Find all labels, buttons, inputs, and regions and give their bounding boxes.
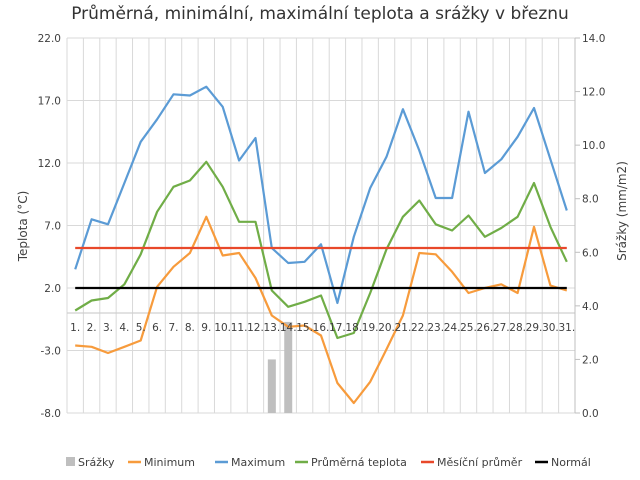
legend: Srážky Minimum Maximum Průměrná teplota Měsí…: [66, 456, 591, 469]
series-line-průměrná-teplota: [74, 160, 568, 340]
left-axis-tick-label: -8.0: [41, 408, 62, 420]
category-label: 13.: [263, 322, 280, 334]
category-label: 30.: [542, 322, 559, 334]
series-lines: [74, 85, 568, 405]
chart-title: Průměrná, minimální, maximální teplota a…: [71, 4, 569, 24]
legend-label: Srážky: [78, 456, 115, 469]
precipitation-bar: [267, 359, 276, 413]
category-label: 1.: [70, 322, 80, 334]
right-axis-tick-label: 10.0: [582, 140, 605, 152]
left-axis-tick-label: 7.0: [44, 221, 61, 233]
category-label: 10.: [214, 322, 231, 334]
legend-item: Průměrná teplota: [295, 456, 407, 469]
category-label: 3.: [103, 322, 113, 334]
category-label: 15.: [296, 322, 313, 334]
left-axis-title: Teplota (°C): [16, 191, 30, 263]
right-axis-ticks: 14.0 12.0 10.0 8.0 6.0 4.0 2.0 0.0: [575, 33, 605, 420]
category-label: 11.: [231, 322, 248, 334]
category-label: 31.: [558, 322, 575, 334]
category-label: 7.: [169, 322, 179, 334]
gridlines: [66, 37, 576, 414]
category-label: 18.: [345, 322, 362, 334]
legend-label: Minimum: [144, 456, 195, 469]
category-label: 8.: [185, 322, 195, 334]
category-label: 5.: [136, 322, 146, 334]
category-label: 2.: [87, 322, 97, 334]
category-label: 4.: [119, 322, 129, 334]
right-axis-tick-label: 4.0: [582, 301, 599, 313]
category-label: 6.: [152, 322, 162, 334]
legend-item: Minimum: [128, 456, 195, 469]
category-label: 19.: [362, 322, 379, 334]
right-axis-title: Srážky (mm/m2): [615, 161, 629, 261]
category-label: 24.: [444, 322, 461, 334]
left-axis-tick-label: 2.0: [44, 283, 61, 295]
legend-label: Normál: [551, 456, 591, 469]
right-axis-tick-label: 14.0: [582, 33, 605, 45]
category-label: 12.: [247, 322, 264, 334]
category-label: 26.: [477, 322, 494, 334]
right-axis-tick-label: 2.0: [582, 354, 599, 366]
category-label: 16.: [313, 322, 330, 334]
category-label: 23.: [427, 322, 444, 334]
category-label: 14.: [280, 322, 297, 334]
right-axis-tick-label: 12.0: [582, 87, 605, 99]
left-axis-tick-label: -3.0: [41, 346, 62, 358]
legend-item: Měsíční průměr: [421, 456, 523, 469]
legend-label: Průměrná teplota: [311, 456, 407, 469]
legend-item: Maximum: [215, 456, 285, 469]
right-axis-tick-label: 0.0: [582, 408, 599, 420]
category-label: 9.: [201, 322, 211, 334]
series-line-maximum: [74, 85, 568, 305]
category-label: 22.: [411, 322, 428, 334]
left-axis-tick-label: 22.0: [38, 33, 61, 45]
category-label: 20.: [378, 322, 395, 334]
category-label: 17.: [329, 322, 346, 334]
legend-label: Měsíční průměr: [437, 456, 523, 469]
right-axis-tick-label: 8.0: [582, 194, 599, 206]
right-axis-tick-label: 6.0: [582, 247, 599, 259]
precipitation-bar: [284, 321, 293, 413]
category-label: 29.: [526, 322, 543, 334]
precipitation-bars: [267, 321, 293, 413]
category-label: 21.: [395, 322, 412, 334]
category-label: 27.: [493, 322, 510, 334]
legend-item: Srážky: [66, 456, 115, 469]
category-labels: 1. 2. 3. 4. 5. 6. 7. 8. 9. 10. 11. 12. 13. 14. 15. 16. 1…: [70, 322, 575, 334]
category-label: 25.: [460, 322, 477, 334]
category-label: 28.: [509, 322, 526, 334]
legend-label: Maximum: [231, 456, 285, 469]
legend-swatch: [66, 457, 75, 466]
legend-item: Normál: [535, 456, 591, 469]
left-axis-tick-label: 12.0: [38, 158, 61, 170]
left-axis-tick-label: 17.0: [38, 96, 61, 108]
left-axis-ticks: 22.0 17.0 12.0 7.0 2.0 -3.0 -8.0: [38, 33, 61, 420]
